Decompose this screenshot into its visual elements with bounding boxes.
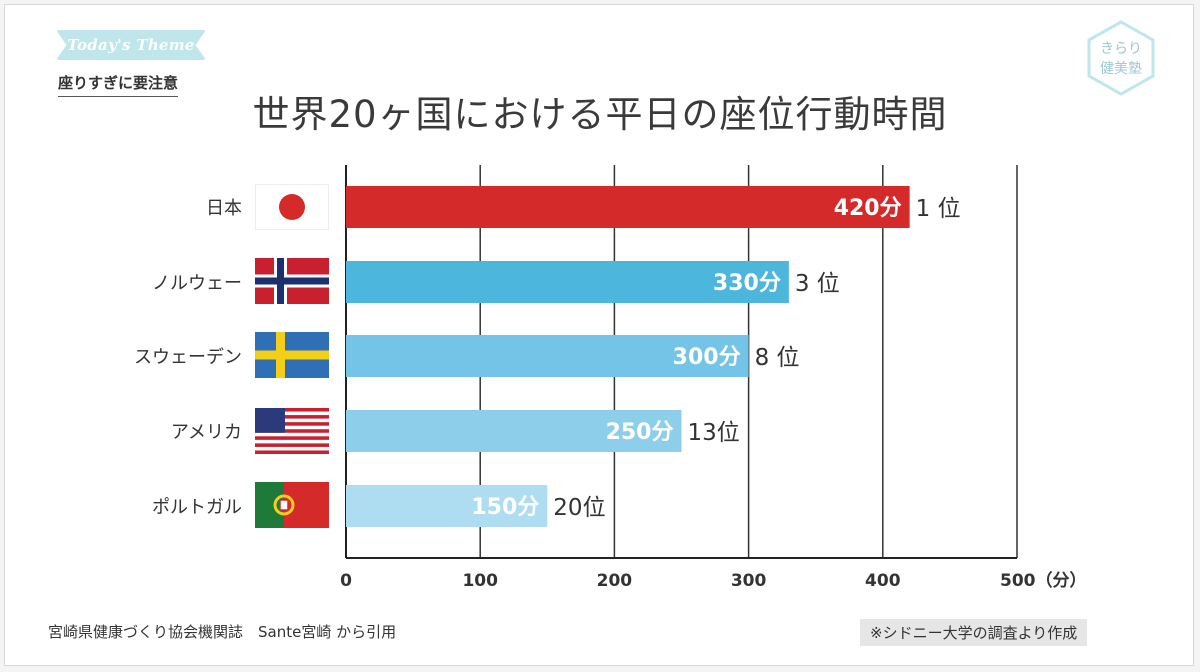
- category-label: 日本: [206, 198, 242, 219]
- usa-flag-icon: [255, 408, 329, 454]
- japan-flag-icon: [255, 184, 329, 230]
- bar-value-label: 250分: [606, 420, 674, 445]
- kirari-logo: きらり 健美塾: [1086, 20, 1156, 96]
- bar: [346, 485, 548, 527]
- rank-label: 20位: [553, 495, 605, 521]
- rank-label: 13位: [688, 420, 740, 446]
- theme-text: 座りすぎに要注意: [58, 72, 179, 97]
- logo-line1: きらり: [1100, 41, 1142, 57]
- x-tick-label: 500（分）: [1000, 570, 1087, 591]
- norway-flag-icon: [255, 258, 329, 304]
- bar-value-label: 300分: [673, 345, 741, 370]
- source-citation: 宮崎県健康づくり協会機関誌 Sante宮崎 から引用: [48, 623, 397, 641]
- bar-value-label: 330分: [713, 271, 781, 296]
- category-label: ポルトガル: [152, 497, 242, 518]
- bar: [346, 335, 749, 377]
- bar-value-label: 420分: [834, 196, 902, 221]
- rank-label: 8 位: [755, 345, 800, 371]
- x-tick-label: 100: [462, 571, 498, 591]
- category-label: スウェーデン: [134, 347, 242, 368]
- bar: [346, 410, 682, 452]
- category-label: ノルウェー: [152, 273, 242, 294]
- portugal-flag-icon: [255, 482, 329, 528]
- bar: [346, 261, 789, 303]
- chart-title: 世界20ヶ国における平日の座位行動時間: [252, 93, 948, 136]
- survey-note: ※シドニー大学の調査より作成: [860, 619, 1088, 646]
- sweden-flag-icon: [255, 332, 329, 378]
- rank-label: 1 位: [916, 196, 961, 222]
- todays-theme-label: Today's Theme: [67, 36, 195, 54]
- rank-label: 3 位: [795, 271, 840, 297]
- category-label: アメリカ: [170, 422, 242, 443]
- x-tick-label: 400: [865, 571, 901, 591]
- x-tick-label: 0: [340, 571, 352, 591]
- x-tick-label: 200: [597, 571, 633, 591]
- bar: [346, 186, 910, 228]
- todays-theme-ribbon: Today's Theme: [56, 30, 206, 60]
- bar-value-label: 150分: [471, 495, 539, 520]
- x-tick-label: 300: [731, 571, 767, 591]
- logo-line2: 健美塾: [1100, 61, 1142, 77]
